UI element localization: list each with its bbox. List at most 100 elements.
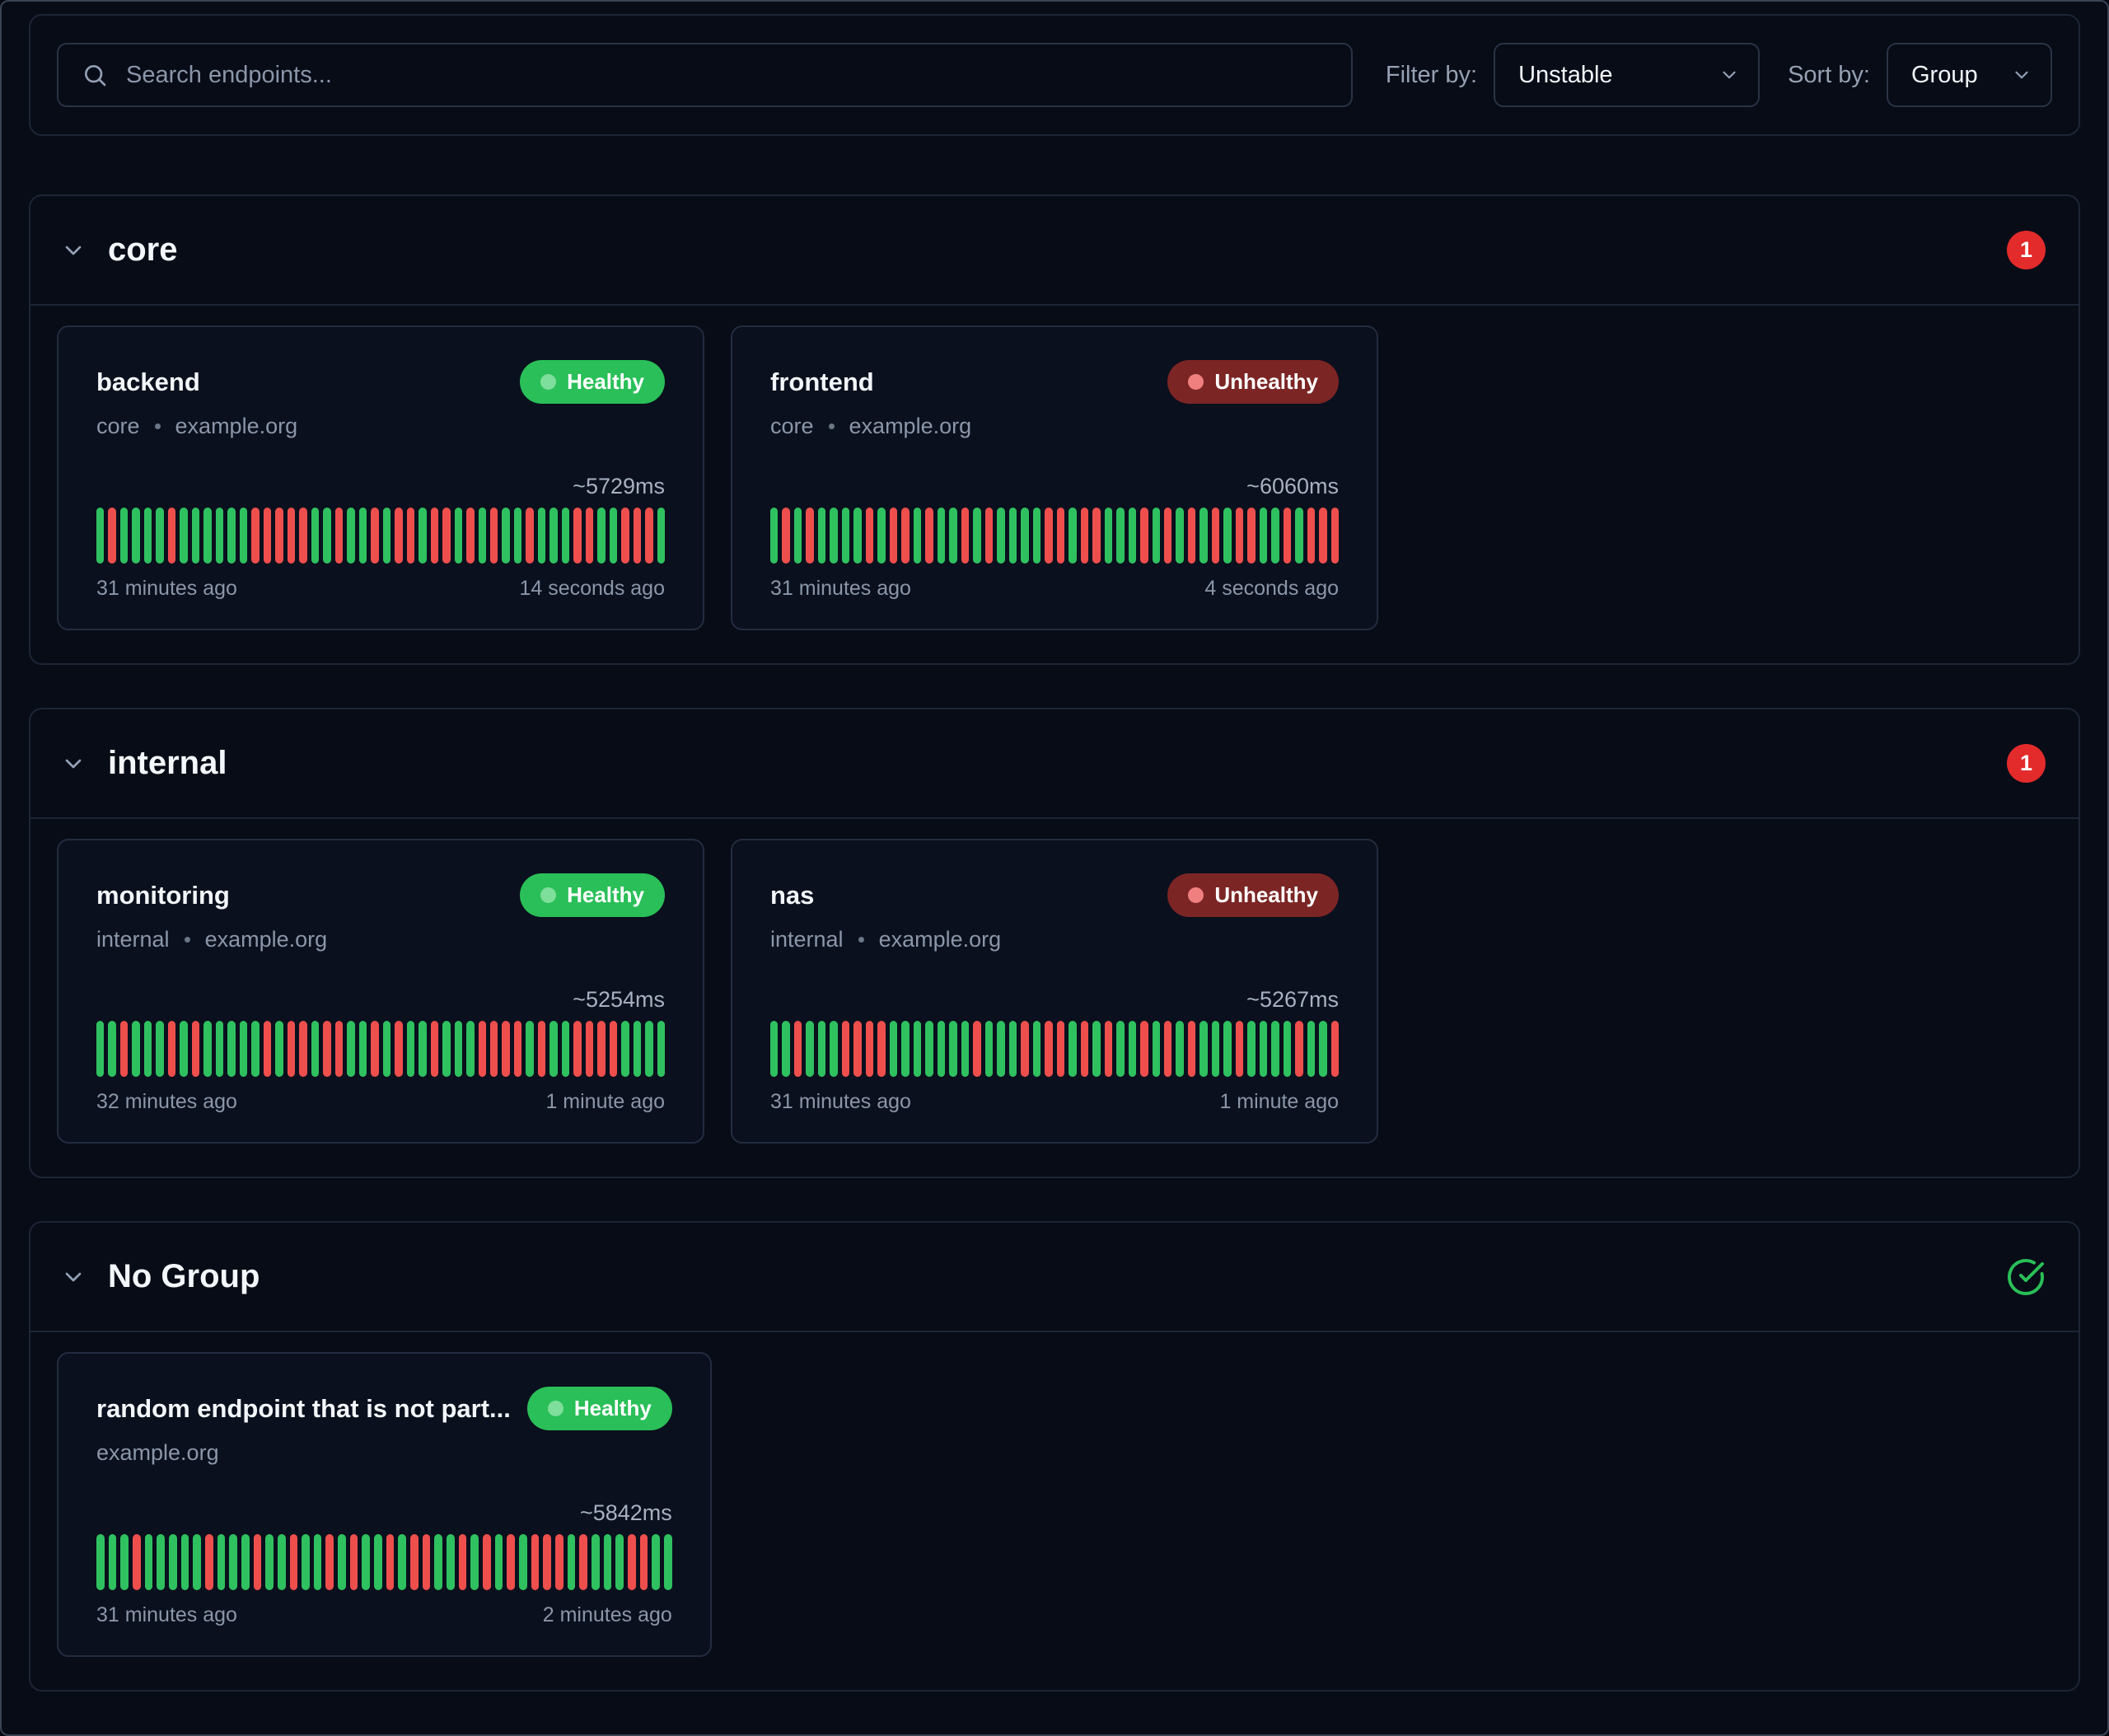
history-bar-success[interactable]: [96, 1534, 105, 1590]
history-bar-success[interactable]: [657, 508, 666, 564]
history-bar-success[interactable]: [997, 1021, 1005, 1077]
endpoint-card[interactable]: random endpoint that is not part... Heal…: [57, 1352, 712, 1657]
history-bar-success[interactable]: [406, 1021, 415, 1077]
history-bar-failure[interactable]: [901, 508, 910, 564]
history-bar-failure[interactable]: [371, 1021, 379, 1077]
history-bar-success[interactable]: [925, 1021, 933, 1077]
history-bar-success[interactable]: [1104, 508, 1113, 564]
history-bar-success[interactable]: [621, 1021, 629, 1077]
history-bar-failure[interactable]: [543, 1534, 551, 1590]
history-bar-success[interactable]: [603, 1534, 612, 1590]
history-bar-success[interactable]: [419, 508, 427, 564]
history-bar-failure[interactable]: [1045, 1021, 1053, 1077]
history-bar-success[interactable]: [478, 508, 486, 564]
history-bar-success[interactable]: [347, 508, 355, 564]
history-bar-success[interactable]: [817, 508, 826, 564]
history-bar-success[interactable]: [1247, 1021, 1256, 1077]
history-bar-success[interactable]: [1259, 1021, 1268, 1077]
history-bar-success[interactable]: [549, 508, 558, 564]
history-bar-failure[interactable]: [287, 1021, 296, 1077]
history-bar-success[interactable]: [144, 1534, 153, 1590]
history-bar-success[interactable]: [132, 1021, 140, 1077]
history-bar-success[interactable]: [215, 508, 224, 564]
history-bar-failure[interactable]: [585, 1021, 594, 1077]
history-bar-success[interactable]: [466, 1021, 475, 1077]
history-bar-success[interactable]: [398, 1534, 407, 1590]
history-bar-success[interactable]: [311, 1021, 320, 1077]
history-bar-failure[interactable]: [191, 1021, 200, 1077]
history-bar-success[interactable]: [362, 1534, 371, 1590]
history-bar-success[interactable]: [657, 1021, 666, 1077]
history-bar-success[interactable]: [108, 1534, 117, 1590]
history-bar-success[interactable]: [275, 1021, 283, 1077]
history-bar-success[interactable]: [1307, 1021, 1316, 1077]
history-bar-success[interactable]: [277, 1534, 286, 1590]
history-bar-success[interactable]: [518, 1534, 527, 1590]
endpoint-card[interactable]: monitoring Healthy internal example.org …: [57, 839, 704, 1144]
history-bar-failure[interactable]: [1247, 508, 1256, 564]
history-bar-success[interactable]: [454, 508, 463, 564]
history-bar-success[interactable]: [1295, 508, 1303, 564]
history-bar-failure[interactable]: [442, 508, 451, 564]
history-bar-failure[interactable]: [458, 1534, 467, 1590]
history-bar-failure[interactable]: [782, 508, 790, 564]
history-bar-success[interactable]: [374, 1534, 382, 1590]
history-bar-success[interactable]: [1271, 1021, 1279, 1077]
history-bar-success[interactable]: [663, 1534, 672, 1590]
history-bar-failure[interactable]: [483, 1534, 491, 1590]
history-bar-success[interactable]: [1176, 508, 1184, 564]
history-bar-success[interactable]: [358, 508, 367, 564]
history-bar-success[interactable]: [454, 1021, 463, 1077]
history-bar-failure[interactable]: [925, 508, 933, 564]
history-bar-failure[interactable]: [287, 508, 296, 564]
history-bar-failure[interactable]: [371, 508, 379, 564]
history-bar-failure[interactable]: [507, 1534, 515, 1590]
history-bar-failure[interactable]: [132, 1534, 141, 1590]
history-bar-success[interactable]: [419, 1021, 427, 1077]
history-bar-success[interactable]: [591, 1534, 600, 1590]
history-bar-success[interactable]: [502, 508, 510, 564]
history-bar-failure[interactable]: [961, 508, 970, 564]
history-bar-failure[interactable]: [1056, 1021, 1065, 1077]
history-bar-success[interactable]: [889, 1021, 898, 1077]
history-bar-failure[interactable]: [263, 508, 272, 564]
history-bar-failure[interactable]: [1295, 1021, 1303, 1077]
history-bar-success[interactable]: [180, 1021, 188, 1077]
history-bar-failure[interactable]: [1235, 508, 1244, 564]
history-bar-failure[interactable]: [639, 1534, 648, 1590]
history-bar-success[interactable]: [1283, 1021, 1292, 1077]
history-bar-success[interactable]: [1032, 508, 1041, 564]
history-bar-failure[interactable]: [430, 508, 439, 564]
search-box[interactable]: [57, 43, 1353, 107]
history-bar-success[interactable]: [1128, 508, 1137, 564]
history-bar-failure[interactable]: [299, 1021, 307, 1077]
history-bar-success[interactable]: [817, 1021, 826, 1077]
history-bar-failure[interactable]: [865, 1021, 874, 1077]
history-bar-success[interactable]: [1199, 1021, 1208, 1077]
history-bar-failure[interactable]: [513, 1021, 522, 1077]
history-bar-success[interactable]: [434, 1534, 443, 1590]
history-bar-success[interactable]: [1008, 508, 1017, 564]
history-bar-failure[interactable]: [1021, 1021, 1029, 1077]
history-bar-success[interactable]: [841, 508, 850, 564]
history-bar-failure[interactable]: [621, 508, 629, 564]
history-bar-failure[interactable]: [531, 1534, 540, 1590]
history-bar-failure[interactable]: [1283, 508, 1292, 564]
history-bar-failure[interactable]: [395, 508, 403, 564]
history-bar-failure[interactable]: [1056, 508, 1065, 564]
history-bar-success[interactable]: [382, 508, 391, 564]
history-bar-success[interactable]: [143, 1021, 152, 1077]
history-bar-success[interactable]: [203, 1021, 212, 1077]
history-bar-success[interactable]: [615, 1534, 624, 1590]
history-bar-success[interactable]: [251, 1021, 260, 1077]
history-bar-failure[interactable]: [573, 1021, 582, 1077]
history-bar-success[interactable]: [1199, 508, 1208, 564]
history-bar-success[interactable]: [193, 1534, 201, 1590]
history-bar-success[interactable]: [537, 508, 546, 564]
history-bar-failure[interactable]: [406, 508, 415, 564]
history-bar-failure[interactable]: [537, 1021, 546, 1077]
history-bar-failure[interactable]: [806, 508, 814, 564]
history-bar-success[interactable]: [442, 1021, 451, 1077]
history-bar-success[interactable]: [239, 1021, 248, 1077]
history-bar-success[interactable]: [227, 508, 236, 564]
